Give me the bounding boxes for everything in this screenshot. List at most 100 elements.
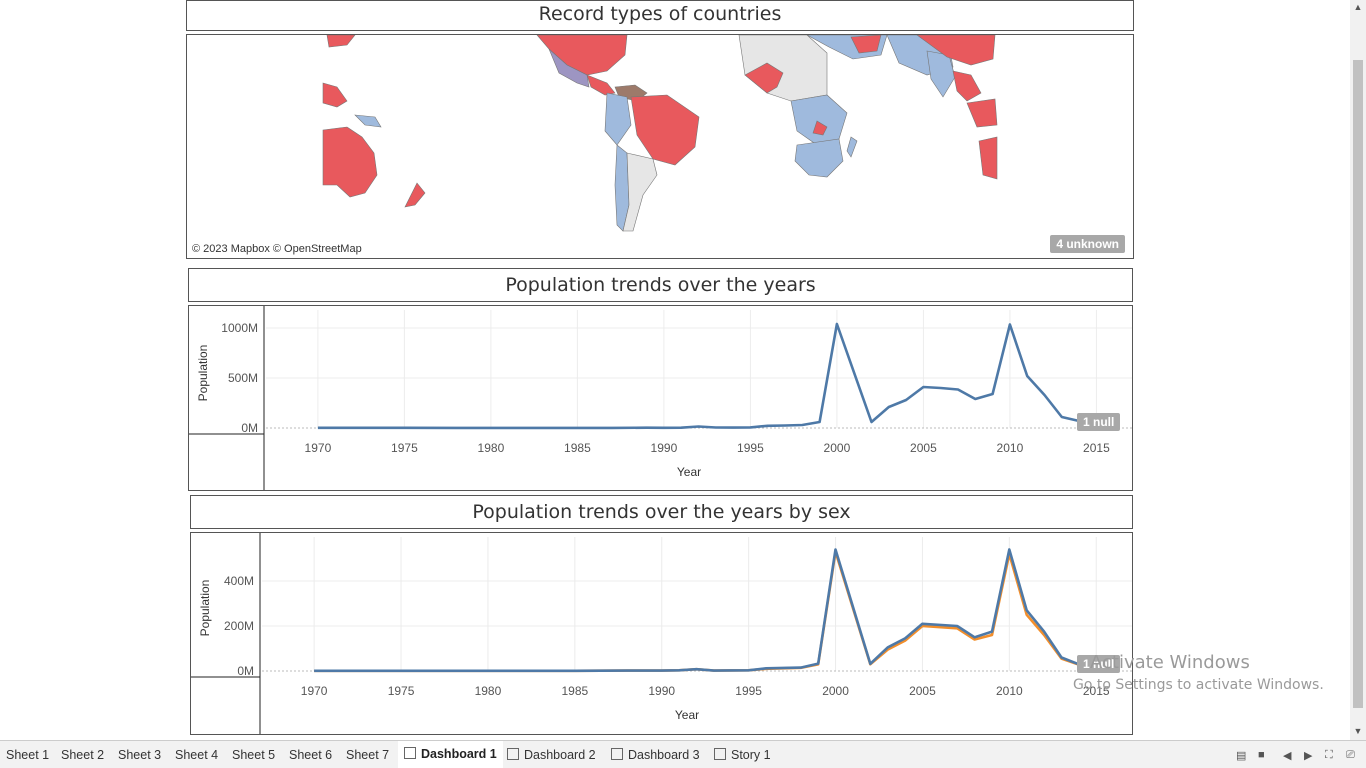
sheet-tab-bar: Sheet 1 Sheet 2 Sheet 3 Sheet 4 Sheet 5 … xyxy=(0,740,1366,768)
map-region-australia[interactable] xyxy=(322,126,378,198)
map-region-australia-right[interactable] xyxy=(978,136,998,180)
tab-dashboard-2[interactable]: Dashboard 2 xyxy=(501,745,602,765)
map-region-east-africa[interactable] xyxy=(812,120,828,136)
sex-chart-panel: 1970 1975 1980 1985 1990 1995 2000 2005 2010 2015… xyxy=(190,532,1133,735)
x-tick-label: 1975 xyxy=(391,441,418,455)
x-tick-label: 2015 xyxy=(1083,684,1110,698)
tab-sheet-7[interactable]: Sheet 7 xyxy=(340,745,395,765)
x-tick-label: 1995 xyxy=(735,684,762,698)
x-tick-label: 1980 xyxy=(475,684,502,698)
map-region-se-asia[interactable] xyxy=(952,70,982,102)
population-chart-panel: 1970 1975 1980 1985 1990 1995 2000 2005 2010 2015… xyxy=(188,305,1133,491)
x-tick-label: 1980 xyxy=(478,441,505,455)
tab-label: Dashboard 1 xyxy=(421,747,497,761)
y-tick-label: 1000M xyxy=(221,321,258,335)
dashboard-icon xyxy=(404,747,416,759)
x-axis-title: Year xyxy=(677,465,701,479)
tab-label: Sheet 6 xyxy=(289,748,333,762)
map-region-southern-africa[interactable] xyxy=(794,138,844,178)
x-tick-label: 1995 xyxy=(737,441,764,455)
previous-sheet-icon[interactable]: ◀ xyxy=(1283,750,1292,762)
sex-title-box: Population trends over the years by sex xyxy=(190,495,1133,529)
map-region-brazil[interactable] xyxy=(630,94,700,166)
watermark-subtitle: Go to Settings to activate Windows. xyxy=(1073,677,1324,693)
map-region-asia-left[interactable] xyxy=(322,82,348,108)
x-tick-label: 1990 xyxy=(651,441,678,455)
tab-label: Dashboard 2 xyxy=(524,748,596,762)
y-tick-label: 0M xyxy=(237,664,254,678)
tab-sheet-1[interactable]: Sheet 1 xyxy=(0,745,55,765)
next-sheet-icon[interactable]: ▶ xyxy=(1304,750,1313,762)
map-region-north-africa[interactable] xyxy=(738,35,828,102)
tab-label: Sheet 5 xyxy=(232,748,276,762)
tab-dashboard-3[interactable]: Dashboard 3 xyxy=(605,745,706,765)
map-region-indonesia[interactable] xyxy=(966,98,998,128)
series-line[interactable] xyxy=(314,548,1080,673)
map-region-mexico[interactable] xyxy=(548,48,590,88)
map-title-box: Record types of countries xyxy=(186,0,1134,31)
tab-sheet-6[interactable]: Sheet 6 xyxy=(283,745,338,765)
map-region-png[interactable] xyxy=(354,114,382,128)
presentation-icon[interactable]: ⎚ xyxy=(1346,749,1355,761)
tab-story-1[interactable]: Story 1 xyxy=(708,745,777,765)
vertical-scrollbar[interactable]: ▲ ▼ xyxy=(1350,0,1366,740)
world-map[interactable] xyxy=(187,35,1133,258)
tab-sheet-5[interactable]: Sheet 5 xyxy=(226,745,281,765)
map-panel[interactable]: © 2023 Mapbox © OpenStreetMap 4 unknown xyxy=(186,34,1134,259)
population-title-box: Population trends over the years xyxy=(188,268,1133,302)
map-region-argentina[interactable] xyxy=(622,152,658,232)
map-region-top-left[interactable] xyxy=(326,35,356,48)
series-line[interactable] xyxy=(317,322,1080,430)
map-title: Record types of countries xyxy=(538,3,782,25)
x-tick-label: 1985 xyxy=(564,441,591,455)
tab-label: Dashboard 3 xyxy=(628,748,700,762)
y-axis-title: Population xyxy=(198,580,212,637)
dashboard-icon xyxy=(507,748,519,760)
x-tick-label: 1990 xyxy=(648,684,675,698)
x-tick-label: 2015 xyxy=(1083,441,1110,455)
sex-chart[interactable]: 1970 1975 1980 1985 1990 1995 2000 2005 2010 2015… xyxy=(191,533,1132,734)
y-tick-label: 0M xyxy=(241,421,258,435)
tab-sheet-4[interactable]: Sheet 4 xyxy=(169,745,224,765)
map-region-central-africa[interactable] xyxy=(790,94,848,146)
show-filmstrip-icon[interactable]: ▤ xyxy=(1236,750,1247,762)
tab-label: Sheet 7 xyxy=(346,748,390,762)
x-tick-label: 2010 xyxy=(996,684,1023,698)
tab-dashboard-1[interactable]: Dashboard 1 xyxy=(398,741,503,768)
map-region-usa[interactable] xyxy=(536,35,628,76)
sex-null-badge[interactable]: 1 null xyxy=(1077,655,1121,673)
population-chart[interactable]: 1970 1975 1980 1985 1990 1995 2000 2005 2010 2015… xyxy=(189,306,1132,490)
fullscreen-icon[interactable]: ⛶ xyxy=(1325,749,1333,761)
tab-label: Sheet 2 xyxy=(61,748,105,762)
map-region-new-zealand[interactable] xyxy=(404,182,426,208)
x-tick-label: 1975 xyxy=(388,684,415,698)
series-line[interactable] xyxy=(314,550,1080,673)
watermark-title: Activate Windows xyxy=(1090,652,1250,673)
map-region-china[interactable] xyxy=(916,35,996,66)
scroll-thumb[interactable] xyxy=(1353,60,1363,708)
map-region-russia-small[interactable] xyxy=(850,35,882,54)
map-region-west-africa[interactable] xyxy=(744,62,784,94)
x-tick-label: 2000 xyxy=(822,684,849,698)
population-null-badge[interactable]: 1 null xyxy=(1077,413,1121,431)
population-chart-title: Population trends over the years xyxy=(505,274,816,296)
y-axis-title: Population xyxy=(196,345,210,402)
tab-sheet-2[interactable]: Sheet 2 xyxy=(55,745,110,765)
scroll-up-icon[interactable]: ▲ xyxy=(1353,2,1363,12)
scroll-down-icon[interactable]: ▼ xyxy=(1353,726,1363,736)
story-icon xyxy=(714,748,726,760)
y-tick-label: 400M xyxy=(224,574,254,588)
map-region-central-america[interactable] xyxy=(586,74,616,96)
map-region-madagascar[interactable] xyxy=(846,136,858,158)
x-tick-label: 2005 xyxy=(909,684,936,698)
x-tick-label: 2000 xyxy=(824,441,851,455)
sex-chart-title: Population trends over the years by sex xyxy=(472,501,851,523)
map-region-colombia-peru[interactable] xyxy=(604,92,632,146)
x-tick-label: 1985 xyxy=(561,684,588,698)
map-credit[interactable]: © 2023 Mapbox © OpenStreetMap xyxy=(192,243,362,255)
show-tabs-icon[interactable]: ■ xyxy=(1258,749,1265,761)
unknown-badge[interactable]: 4 unknown xyxy=(1050,235,1125,253)
tab-label: Sheet 3 xyxy=(118,748,162,762)
tab-label: Story 1 xyxy=(731,748,771,762)
tab-sheet-3[interactable]: Sheet 3 xyxy=(112,745,167,765)
